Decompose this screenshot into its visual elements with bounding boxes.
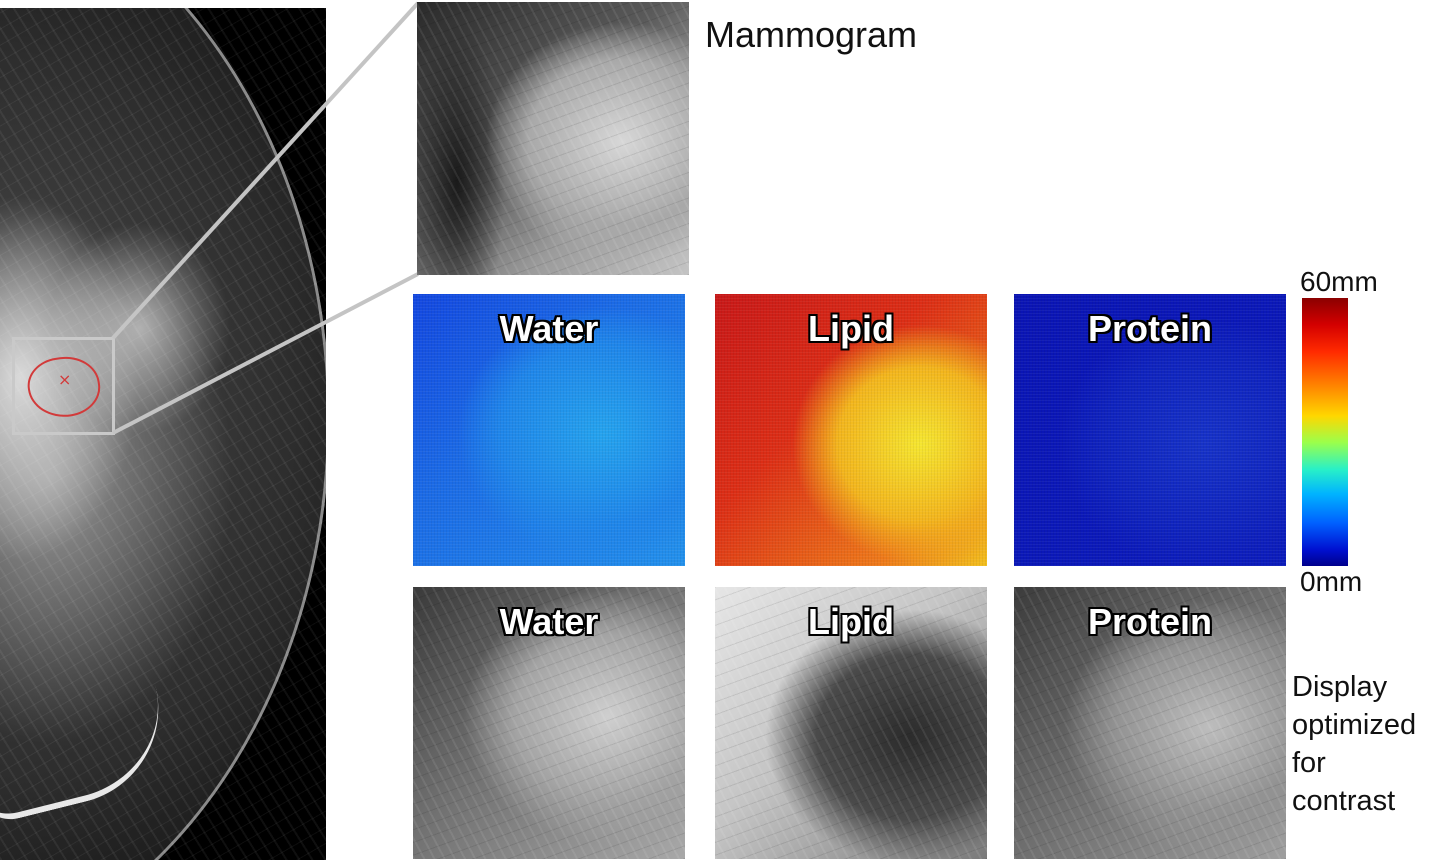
mammogram-zoom-texture [417,2,689,275]
map-fiber-texture [413,587,685,859]
map-noise-texture [715,294,987,566]
map-noise-texture [1014,294,1286,566]
contrast-note-line: Display [1292,671,1388,703]
water-gray-label: Water [499,601,599,642]
lipid-color-label: Lipid [808,308,894,349]
colorbar-max-label: 60mm [1300,266,1378,297]
water-color-label: Water [499,308,599,349]
contrast-note-line: for [1292,747,1326,779]
lipid-grayscale-map: Lipid [715,587,987,859]
contrast-note-line: contrast [1292,785,1396,817]
water-grayscale-map: Water [413,587,685,859]
water-color-map: Water [413,294,685,566]
map-noise-texture [413,294,685,566]
mammogram-label: Mammogram [705,14,918,55]
contrast-note: Display optimized for contrast [1292,668,1440,820]
protein-grayscale-map: Protein [1014,587,1286,859]
protein-color-map: Protein [1014,294,1286,566]
lipid-gray-label: Lipid [808,601,894,642]
lipid-color-map: Lipid [715,294,987,566]
lesion-center-marker: × [58,370,72,389]
map-fiber-texture [1014,587,1286,859]
contrast-note-line: optimized [1292,709,1417,741]
protein-gray-label: Protein [1087,601,1212,642]
protein-color-label: Protein [1087,308,1212,349]
thickness-colorbar [1302,298,1348,566]
mammogram-zoom-image [417,2,689,275]
colorbar-min-label: 0mm [1300,566,1363,597]
map-fiber-texture [715,587,987,859]
